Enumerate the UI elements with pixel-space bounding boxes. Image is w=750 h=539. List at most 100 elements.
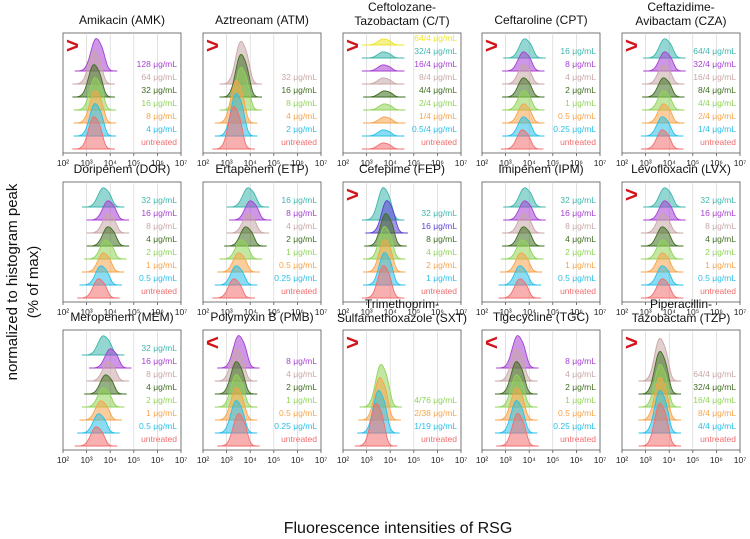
x-tick-label: 10³ — [499, 455, 511, 465]
shift-arrow: > — [625, 330, 638, 355]
panel-frame — [621, 329, 741, 451]
panel-title: Piperacillin- — [650, 297, 712, 311]
y-axis-label-line2: (% of max) — [25, 246, 42, 319]
trace-label: 4 μg/mL — [705, 234, 736, 244]
trace-label: 2/4 μg/mL — [419, 98, 457, 108]
histogram-1-g-ml — [79, 400, 122, 421]
trace-label: 4 μg/mL — [565, 369, 596, 379]
trace-label: untreated — [560, 137, 596, 147]
x-tick-label: 10² — [57, 158, 69, 168]
x-tick-label: 10⁵ — [127, 158, 140, 168]
histogram-1-g-ml — [640, 252, 684, 273]
panel-sxt: Trimethoprim-Sulfamethoxazole (SXT) 4/76 … — [337, 297, 467, 465]
trace-label: 0.25 μg/mL — [274, 421, 317, 431]
histogram-16-g-ml — [503, 200, 546, 221]
panel-title: Polymyxin B (PMB) — [210, 310, 313, 324]
panel-c-t: Ceftolozane-Tazobactam (C/T) 64/4 μg/mL 32… — [337, 0, 467, 168]
x-tick-label: 10⁵ — [267, 455, 280, 465]
panel-title: Meropenem (MEM) — [70, 310, 173, 324]
histogram-2-g-ml — [81, 387, 125, 408]
trace-label: 2/38 μg/mL — [414, 408, 457, 418]
trace-label: 4 μg/mL — [286, 369, 317, 379]
x-tick-label: 10² — [197, 307, 209, 317]
panel-grid: Amikacin (AMK) 128 μg/mL 64 μg/mL 32 μg/mL 1… — [57, 0, 746, 465]
x-tick-label: 10³ — [220, 158, 232, 168]
trace-label: 4 μg/mL — [146, 124, 177, 134]
x-tick-label: 10⁵ — [127, 455, 140, 465]
histogram-untreated — [361, 265, 405, 299]
shift-arrow: > — [485, 33, 498, 58]
shift-arrow: > — [346, 330, 359, 355]
panel-cpt: Ceftaroline (CPT) 16 μg/mL 8 μg/mL 4 μg/mL 2… — [476, 13, 606, 168]
shift-arrow: > — [346, 182, 359, 207]
trace-label: untreated — [421, 137, 457, 147]
trace-label: 16 μg/mL — [700, 208, 736, 218]
x-tick-label: 10⁶ — [710, 158, 723, 168]
panel-frame — [202, 329, 322, 451]
x-tick-label: 10⁵ — [267, 158, 280, 168]
panel-frame — [481, 329, 601, 451]
trace-label: 32/4 μg/mL — [693, 382, 736, 392]
trace-label: 1 μg/mL — [565, 98, 596, 108]
x-tick-label: 10⁷ — [455, 158, 468, 168]
x-tick-label: 10³ — [639, 455, 651, 465]
trace-label: 2 μg/mL — [286, 382, 317, 392]
x-tick-label: 10⁷ — [734, 455, 747, 465]
histogram-2-g-ml — [224, 226, 267, 247]
trace-label: 16/4 μg/mL — [693, 72, 736, 82]
x-tick-label: 10⁷ — [594, 455, 607, 465]
x-tick-label: 10⁷ — [594, 158, 607, 168]
histogram-32-g-ml — [81, 335, 125, 356]
trace-label: 2 μg/mL — [286, 234, 317, 244]
histogram-16-g-ml — [226, 187, 270, 208]
panel-atm: Aztreonam (ATM) 32 μg/mL 16 μg/mL 8 μg/mL 4 … — [197, 13, 327, 168]
trace-label: untreated — [281, 434, 317, 444]
panel-title: Ceftolozane- — [368, 0, 436, 14]
trace-label: 32/4 μg/mL — [693, 59, 736, 69]
panel-tzp: Piperacillin-Tazobactam (TZP) 64/4 μg/mL 3… — [616, 297, 746, 465]
trace-label: 32 μg/mL — [141, 195, 177, 205]
trace-label: 0.5 μg/mL — [558, 111, 596, 121]
panel-title: Tigecycline (TGC) — [493, 310, 589, 324]
trace-label: 4/4 μg/mL — [419, 85, 457, 95]
trace-label: 4 μg/mL — [146, 234, 177, 244]
trace-label: 0.5 μg/mL — [558, 408, 596, 418]
x-tick-label: 10⁵ — [127, 307, 140, 317]
trace-label: 8 μg/mL — [565, 356, 596, 366]
x-tick-label: 10³ — [220, 455, 232, 465]
trace-label: untreated — [281, 137, 317, 147]
trace-label: 4 μg/mL — [565, 72, 596, 82]
histogram-8-g-ml — [229, 200, 272, 221]
histogram-32-4-g-ml — [643, 51, 686, 72]
trace-label: 4 μg/mL — [286, 111, 317, 121]
panel-title: Trimethoprim- — [365, 297, 439, 311]
x-tick-label: 10² — [476, 158, 488, 168]
x-tick-label: 10⁶ — [570, 158, 583, 168]
trace-label: 8 μg/mL — [565, 59, 596, 69]
trace-label: untreated — [700, 434, 736, 444]
trace-label: 2 μg/mL — [146, 395, 177, 405]
x-tick-label: 10⁷ — [594, 307, 607, 317]
panel-amk: Amikacin (AMK) 128 μg/mL 64 μg/mL 32 μg/mL 1… — [57, 13, 187, 168]
x-tick-label: 10⁴ — [244, 455, 257, 465]
x-tick-label: 10⁴ — [663, 307, 676, 317]
histogram-4-4-g-ml — [363, 90, 406, 98]
x-tick-label: 10⁷ — [734, 307, 747, 317]
trace-label: 1/4 μg/mL — [698, 124, 736, 134]
histogram-64-4-g-ml — [361, 38, 405, 46]
trace-label: 1 μg/mL — [286, 395, 317, 405]
trace-label: 8/4 μg/mL — [419, 72, 457, 82]
trace-label: 4/4 μg/mL — [698, 421, 736, 431]
histogram-2-g-ml — [84, 239, 127, 260]
shift-arrow: < — [206, 330, 219, 355]
x-tick-label: 10³ — [499, 158, 511, 168]
histogram-4-g-ml — [86, 226, 130, 247]
panel-tgc: Tigecycline (TGC) 8 μg/mL 4 μg/mL 2 μg/mL 1 … — [476, 310, 606, 465]
histogram-4-4-g-ml — [642, 90, 685, 111]
x-tick-label: 10⁷ — [175, 455, 188, 465]
panel-title: Ceftazidime- — [647, 0, 714, 14]
x-tick-label: 10⁶ — [431, 455, 444, 465]
panel-lvx: Levofloxacin (LVX) 32 μg/mL 16 μg/mL 8 μg/m… — [616, 162, 746, 317]
panel-etp: Ertapenem (ETP) 16 μg/mL 8 μg/mL 4 μg/mL 2 μ… — [197, 162, 327, 317]
x-tick-label: 10³ — [360, 158, 372, 168]
